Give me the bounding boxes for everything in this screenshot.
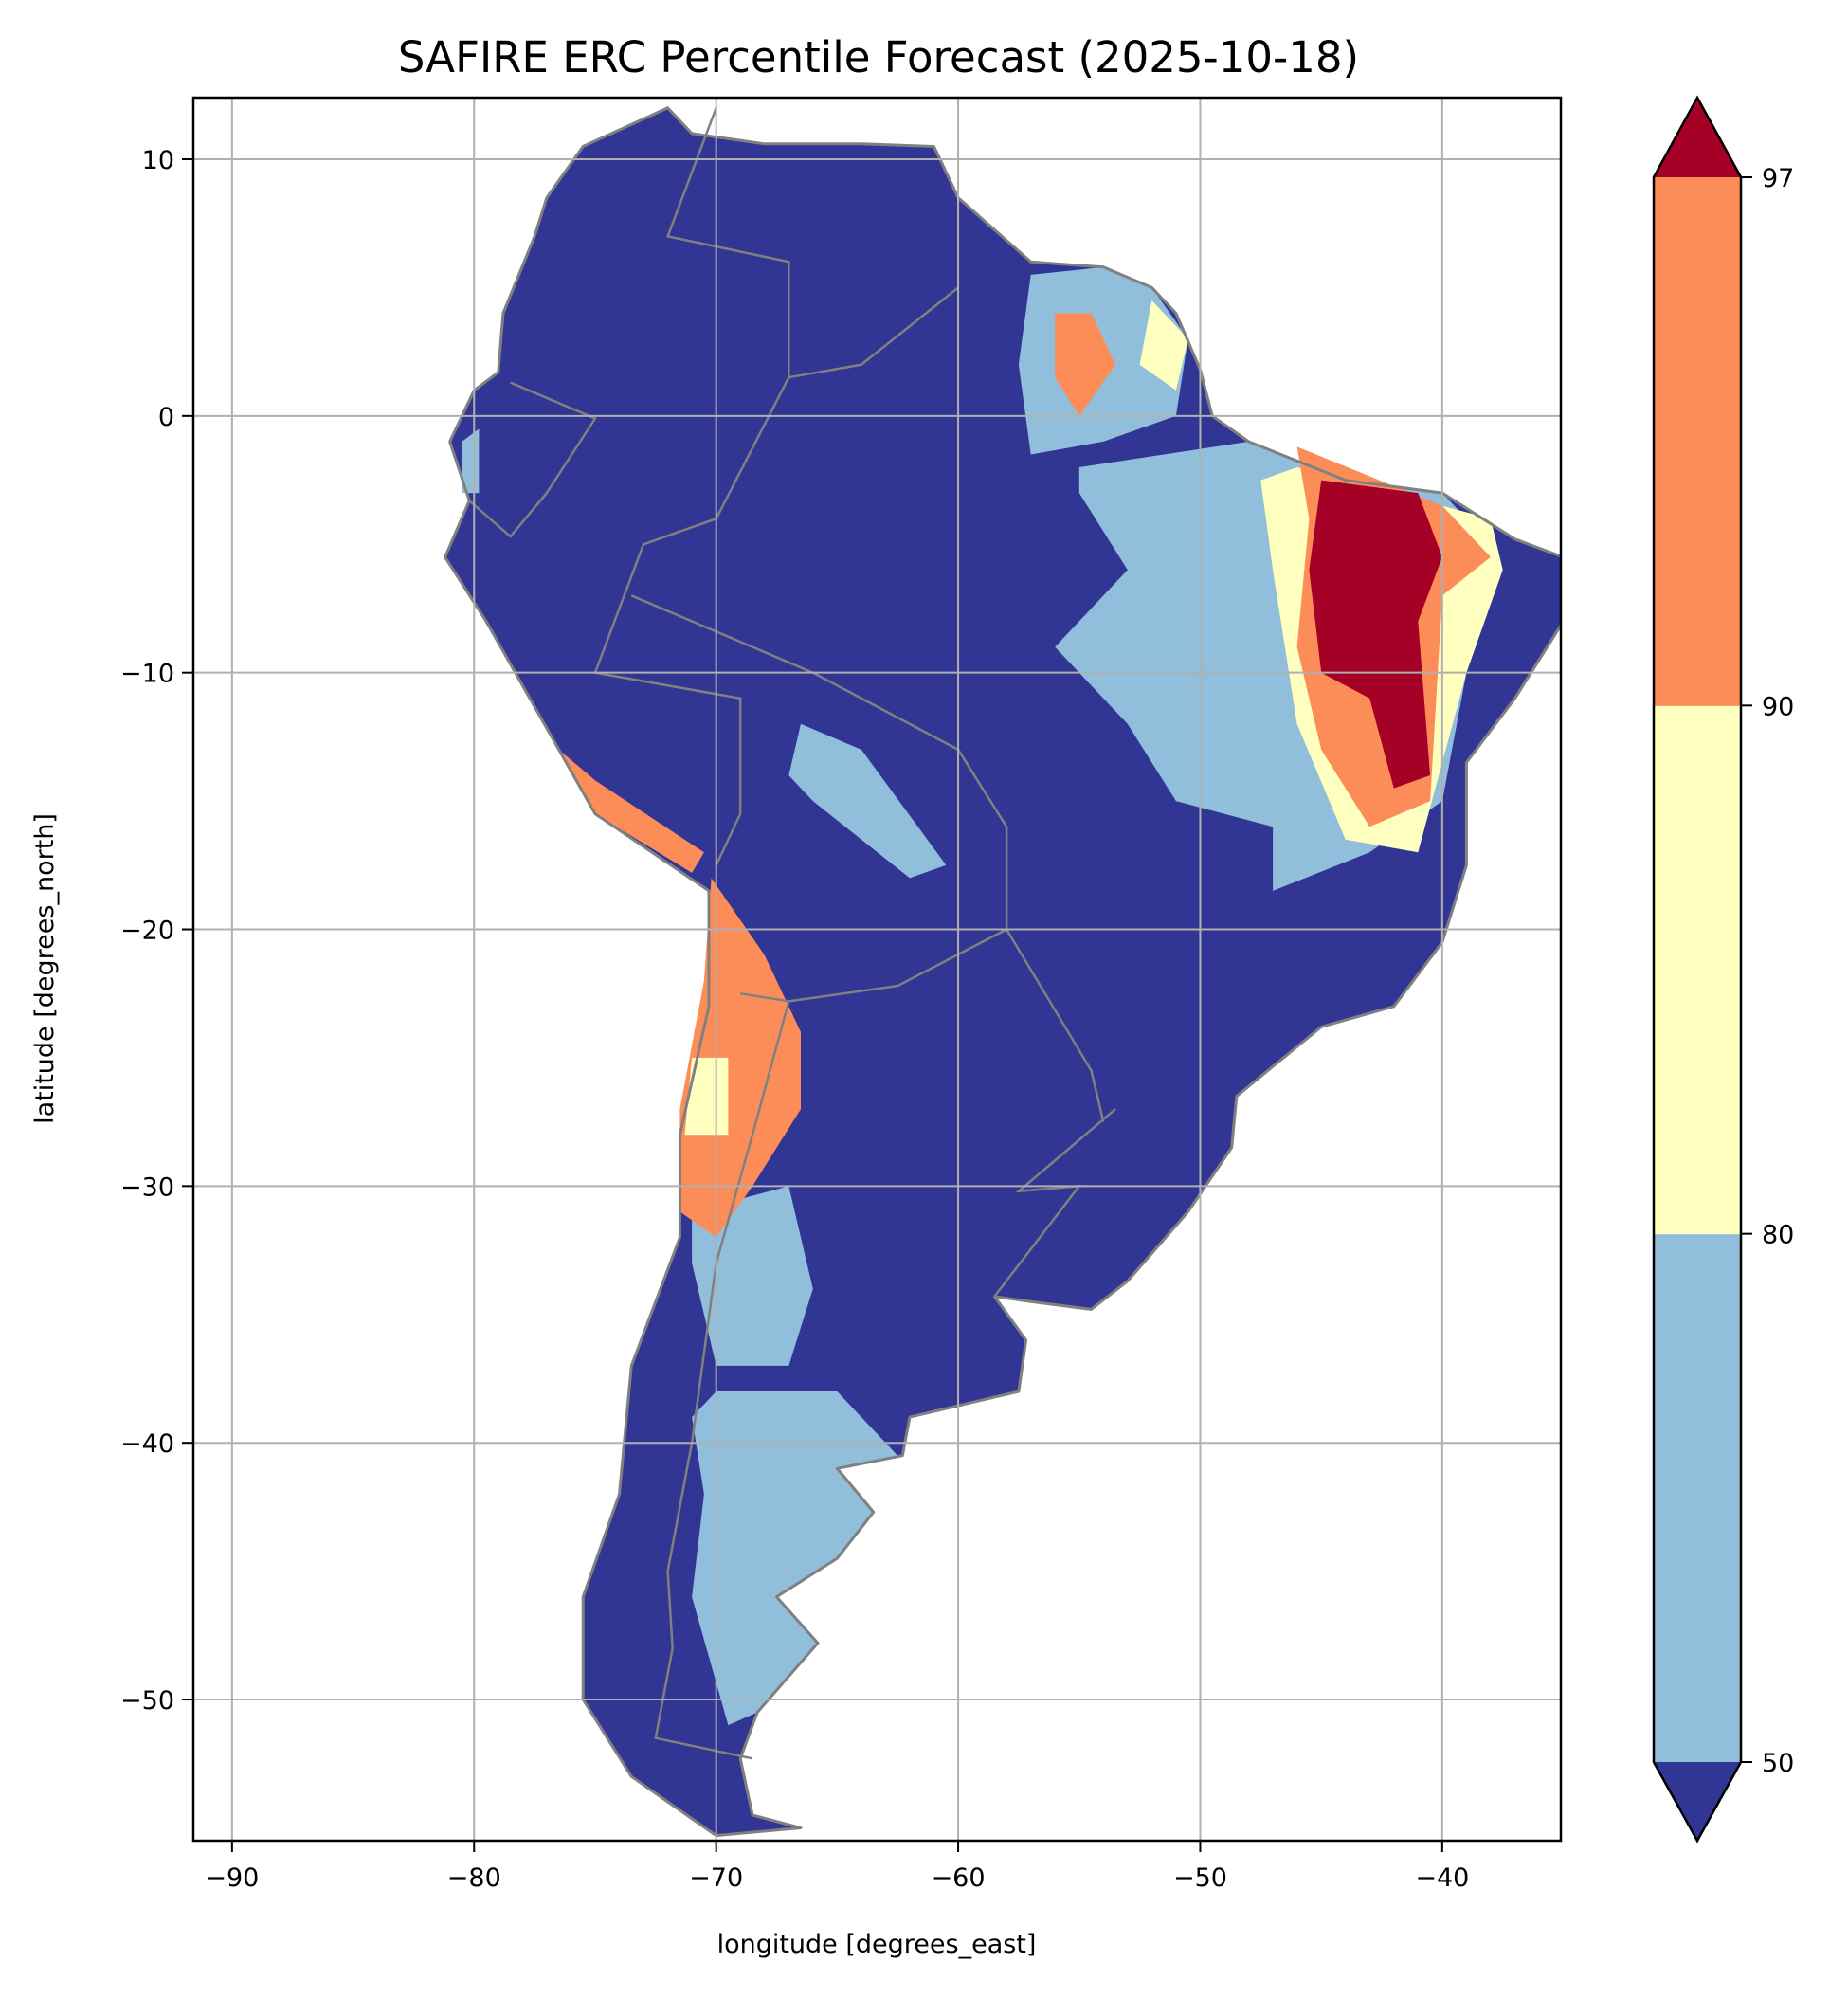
- colorbar-tick-label: 50: [1762, 1749, 1794, 1778]
- country-border: [740, 928, 1007, 1003]
- x-tick-label: −40: [1415, 1863, 1469, 1893]
- map-plot-area: [444, 106, 1561, 1838]
- region-guianas-90-97: [1055, 313, 1116, 416]
- y-tick-label: −40: [120, 1429, 174, 1459]
- y-tick-label: −30: [120, 1172, 174, 1202]
- colorbar-extend-max: [1654, 98, 1741, 177]
- x-tick-label: −50: [1173, 1863, 1227, 1893]
- map-layer: [444, 106, 1561, 1838]
- colorbar-segment: [1654, 705, 1741, 1235]
- colorbar-tick-label: 80: [1762, 1221, 1794, 1250]
- coastline-border: [444, 106, 1561, 1838]
- axes: −90 −80 −70 −60 −50 −40 10 0 −10 −20 −30 −40 −50: [120, 96, 1563, 1893]
- region-guianas-80-90: [1139, 300, 1188, 391]
- colorbar-tick-label: 97: [1762, 164, 1794, 193]
- country-border: [993, 1108, 1116, 1298]
- y-tick-label: −10: [120, 660, 174, 689]
- region-ne-brazil-above-97: [1309, 480, 1442, 789]
- y-tick-label: −50: [120, 1686, 174, 1716]
- region-chile-50-80: [692, 1186, 813, 1366]
- y-tick-label: 0: [158, 403, 174, 432]
- region-chile-80-90: [684, 1057, 729, 1136]
- colorbar: 50 80 90 97: [1652, 95, 1794, 1844]
- x-tick-label: −70: [689, 1863, 743, 1893]
- country-border: [468, 381, 597, 538]
- x-axis-label: longitude [degrees_east]: [717, 1930, 1037, 1959]
- y-axis-label: latitude [degrees_north]: [30, 813, 60, 1124]
- region-bolivia-50-80: [788, 723, 947, 879]
- colorbar-extend-min: [1654, 1762, 1741, 1841]
- y-tick-label: 10: [142, 146, 174, 175]
- country-border: [654, 1001, 790, 1760]
- chart-title: SAFIRE ERC Percentile Forecast (2025-10-…: [398, 32, 1359, 82]
- land-base-below-50: [444, 107, 1561, 1836]
- x-tick-label: −80: [447, 1863, 501, 1893]
- colorbar-segment: [1654, 1233, 1741, 1763]
- x-tick-label: −60: [932, 1863, 986, 1893]
- colorbar-segment: [1654, 177, 1741, 706]
- country-border: [593, 107, 790, 866]
- region-peru-coast-90-97: [558, 749, 704, 873]
- y-tick-label: −20: [120, 917, 174, 946]
- region-patagonia-50-80: [692, 1391, 898, 1726]
- colorbar-tick-label: 90: [1762, 692, 1794, 721]
- x-tick-label: −90: [205, 1863, 259, 1893]
- country-border: [788, 286, 959, 379]
- axes-frame: [191, 96, 1563, 1843]
